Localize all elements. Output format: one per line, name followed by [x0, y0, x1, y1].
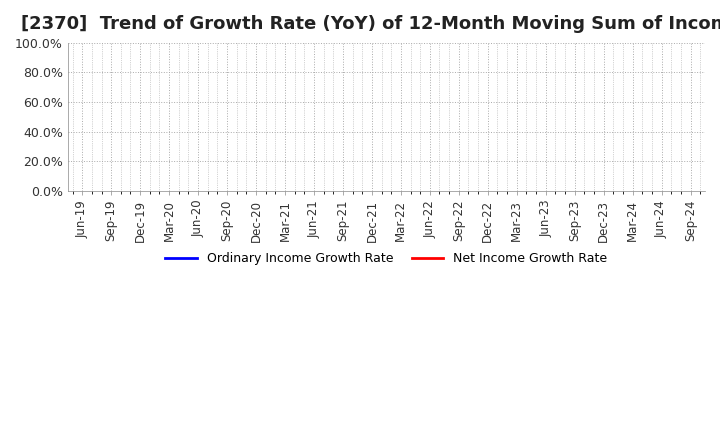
Legend: Ordinary Income Growth Rate, Net Income Growth Rate: Ordinary Income Growth Rate, Net Income …	[161, 247, 612, 270]
Title: [2370]  Trend of Growth Rate (YoY) of 12-Month Moving Sum of Incomes: [2370] Trend of Growth Rate (YoY) of 12-…	[21, 15, 720, 33]
